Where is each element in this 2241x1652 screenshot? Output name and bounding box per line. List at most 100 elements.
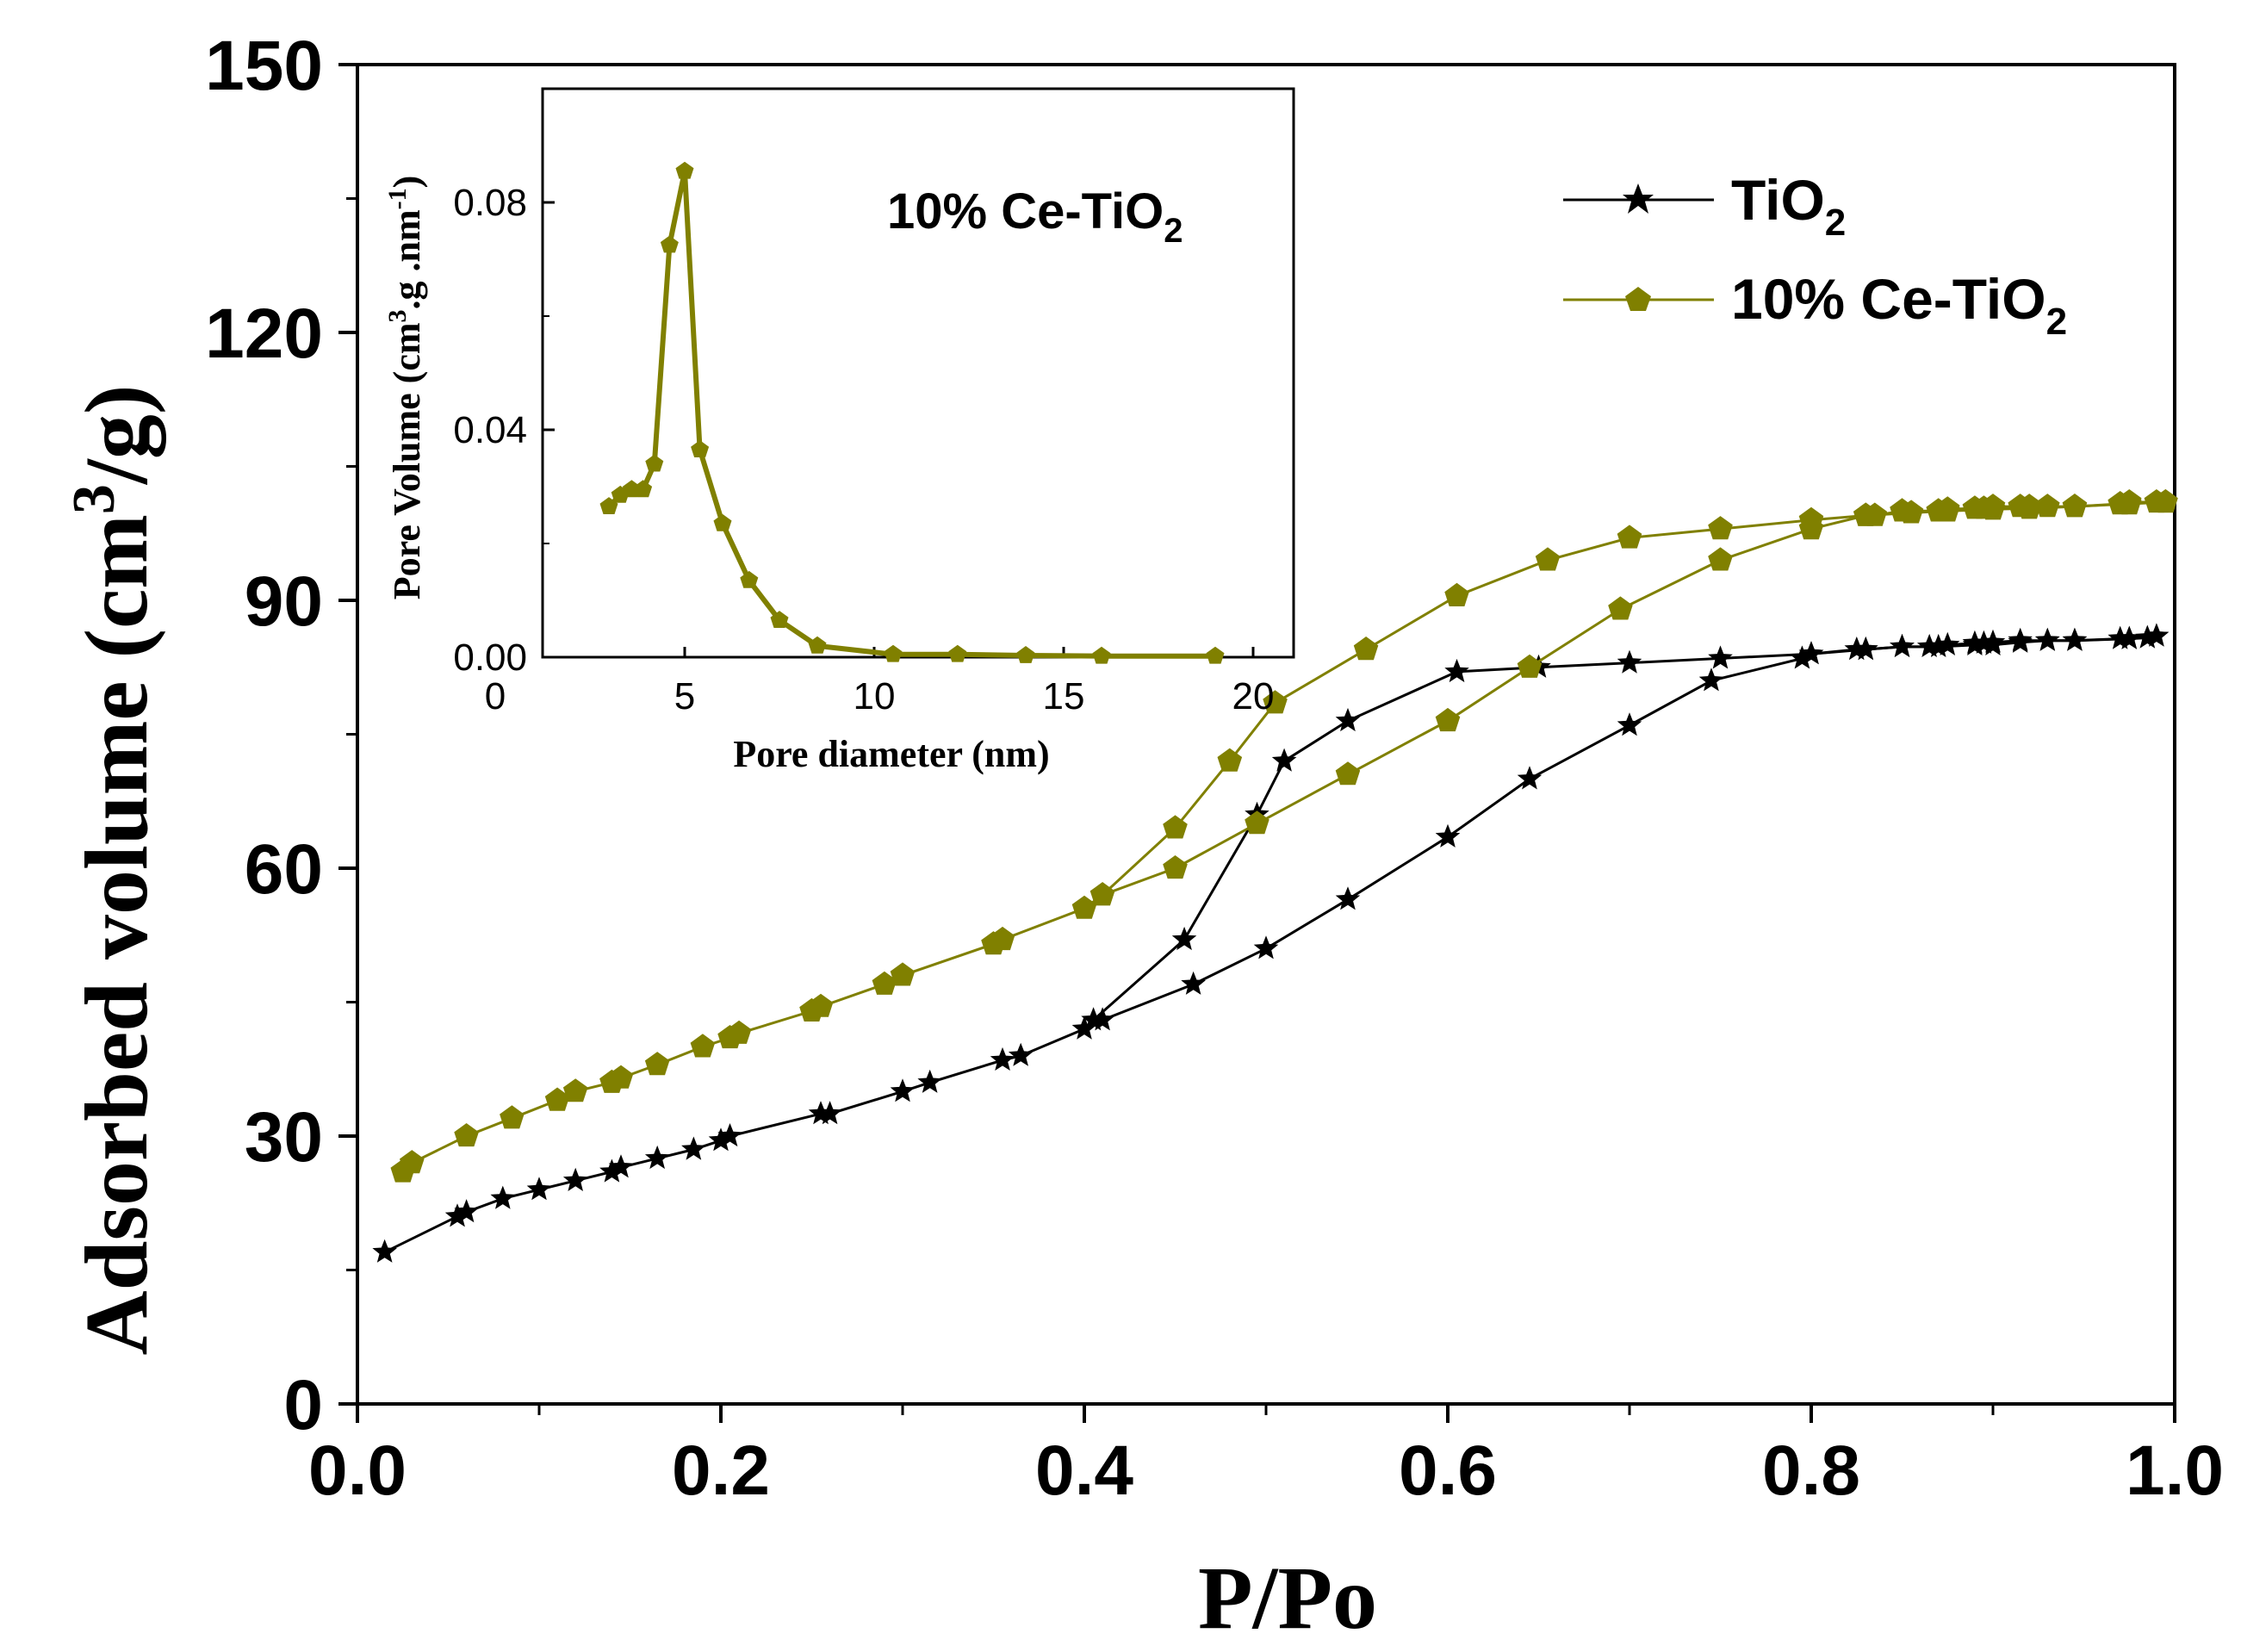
- inset-data-point-pentagon: [645, 454, 664, 472]
- main-data-point-star: [1708, 645, 1733, 669]
- main-data-point-star: [526, 1177, 552, 1201]
- inset-x-tick-label: 20: [1232, 675, 1275, 717]
- inset-data-point-pentagon: [1016, 646, 1035, 663]
- main-y-ticks: 0 30 60 90 120 150: [205, 27, 357, 1444]
- main-data-point-pentagon: [1617, 525, 1642, 549]
- inset-data-point-pentagon: [713, 513, 732, 531]
- main-data-point-star: [1171, 926, 1197, 951]
- main-data-point-star: [2144, 623, 2170, 647]
- main-series-3-pentagon: [1089, 489, 2178, 906]
- main-x-tick-label: 1.0: [2126, 1432, 2224, 1510]
- inset-annotation: 10% Ce-TiO2: [887, 183, 1183, 250]
- main-x-tick-label: 0.6: [1399, 1432, 1497, 1510]
- main-data-point-pentagon: [562, 1078, 588, 1102]
- main-data-point-pentagon: [608, 1065, 634, 1089]
- main-data-point-pentagon: [2035, 494, 2060, 518]
- inset-x-ticks: 0 5 10 15 20: [485, 647, 1275, 717]
- main-data-point-pentagon: [400, 1150, 425, 1174]
- main-data-point-pentagon: [1071, 895, 1097, 919]
- inset-x-tick-label: 5: [674, 675, 695, 717]
- main-data-point-star: [1335, 886, 1361, 910]
- main-data-point-pentagon: [872, 971, 897, 995]
- inset-plot-frame: [541, 87, 1295, 659]
- inset-series-ce-tio2: [599, 161, 1225, 664]
- main-y-tick-label: 150: [205, 27, 323, 105]
- main-data-point-pentagon: [1353, 637, 1379, 661]
- main-data-point-star: [1435, 823, 1461, 848]
- main-data-point-pentagon: [1708, 516, 1733, 540]
- main-data-point-star: [644, 1145, 670, 1170]
- legend-item-tio2: TiO2: [1563, 168, 1846, 244]
- main-data-point-star: [444, 1203, 470, 1227]
- main-data-point-pentagon: [1898, 500, 1924, 524]
- main-data-point-pentagon: [1980, 496, 2006, 520]
- main-data-point-star: [1617, 712, 1642, 736]
- main-y-tick-label: 60: [245, 830, 323, 909]
- main-x-ticks: 0.0 0.2 0.4 0.6 0.8 1.0: [308, 1404, 2224, 1510]
- main-data-point-pentagon: [1263, 690, 1288, 714]
- main-data-point-pentagon: [1535, 547, 1561, 571]
- inset-data-point-pentagon: [740, 570, 759, 588]
- main-data-point-star: [454, 1199, 479, 1223]
- inset-data-point-pentagon: [808, 636, 827, 654]
- main-data-point-pentagon: [1853, 502, 1878, 526]
- main-data-point-star: [917, 1069, 942, 1093]
- main-data-point-pentagon: [890, 962, 916, 986]
- main-data-point-pentagon: [544, 1087, 570, 1111]
- main-data-point-star: [1798, 641, 1824, 665]
- main-data-point-star: [1008, 1042, 1034, 1066]
- main-data-point-star: [1844, 637, 1869, 661]
- main-data-point-star: [1962, 631, 1988, 655]
- main-data-point-pentagon: [2153, 489, 2178, 513]
- main-data-point-star: [708, 1127, 734, 1152]
- main-data-point-star: [1790, 645, 1815, 669]
- main-data-point-pentagon: [2062, 494, 2088, 518]
- main-data-point-pentagon: [690, 1034, 716, 1058]
- main-data-point-star: [562, 1167, 588, 1191]
- main-series-1-star: [1081, 623, 2170, 1031]
- main-data-point-star: [1617, 649, 1642, 674]
- inset-data-point-pentagon: [884, 644, 903, 662]
- inset-data-point-pentagon: [770, 611, 789, 628]
- main-data-point-pentagon: [990, 926, 1015, 951]
- inset-data-point-pentagon: [1092, 646, 1111, 664]
- inset-data-point-pentagon: [675, 161, 694, 179]
- main-data-point-pentagon: [726, 1020, 752, 1044]
- main-data-point-star: [1890, 633, 1915, 657]
- main-data-point-star: [599, 1158, 624, 1183]
- inset-series: [599, 161, 1225, 664]
- main-series: [372, 489, 2178, 1263]
- main-data-point-star: [1071, 1015, 1097, 1040]
- main-data-point-star: [1517, 766, 1543, 790]
- inset-y-ticks: 0.00 0.04 0.08: [453, 182, 555, 679]
- legend-label-ce-tio2: 10% Ce-TiO2: [1731, 267, 2067, 343]
- inset-x-tick-label: 10: [854, 675, 896, 717]
- main-data-point-star: [1698, 668, 1724, 692]
- main-data-point-star: [808, 1101, 834, 1125]
- inset-data-point-pentagon: [660, 235, 679, 253]
- main-data-point-pentagon: [1163, 855, 1188, 879]
- main-data-point-star: [2062, 627, 2088, 651]
- main-data-point-star: [1980, 631, 2006, 655]
- main-x-tick-label: 0.8: [1762, 1432, 1860, 1510]
- main-data-point-pentagon: [1245, 810, 1269, 835]
- main-x-axis-title: P/Po: [1198, 1549, 1377, 1648]
- inset-y-tick-label: 0.04: [453, 409, 527, 451]
- main-data-point-star: [1335, 707, 1361, 732]
- main-data-point-star: [2108, 625, 2132, 649]
- main-data-point-star: [1089, 1007, 1115, 1031]
- inset-x-axis-title: Pore diameter (nm): [733, 733, 1049, 775]
- main-data-point-pentagon: [1517, 654, 1543, 678]
- main-data-point-star: [1081, 1007, 1106, 1031]
- inset-data-point-pentagon: [634, 480, 653, 498]
- main-data-point-star: [717, 1123, 742, 1147]
- main-data-point-pentagon: [1217, 748, 1243, 772]
- main-data-point-pentagon: [1089, 882, 1115, 906]
- main-data-point-star: [2035, 627, 2060, 651]
- main-x-tick-label: 0.2: [672, 1432, 770, 1510]
- main-data-point-star: [1926, 633, 1951, 657]
- main-data-point-star: [1181, 971, 1206, 995]
- main-data-point-star: [817, 1101, 842, 1125]
- main-y-tick-label: 120: [205, 295, 323, 373]
